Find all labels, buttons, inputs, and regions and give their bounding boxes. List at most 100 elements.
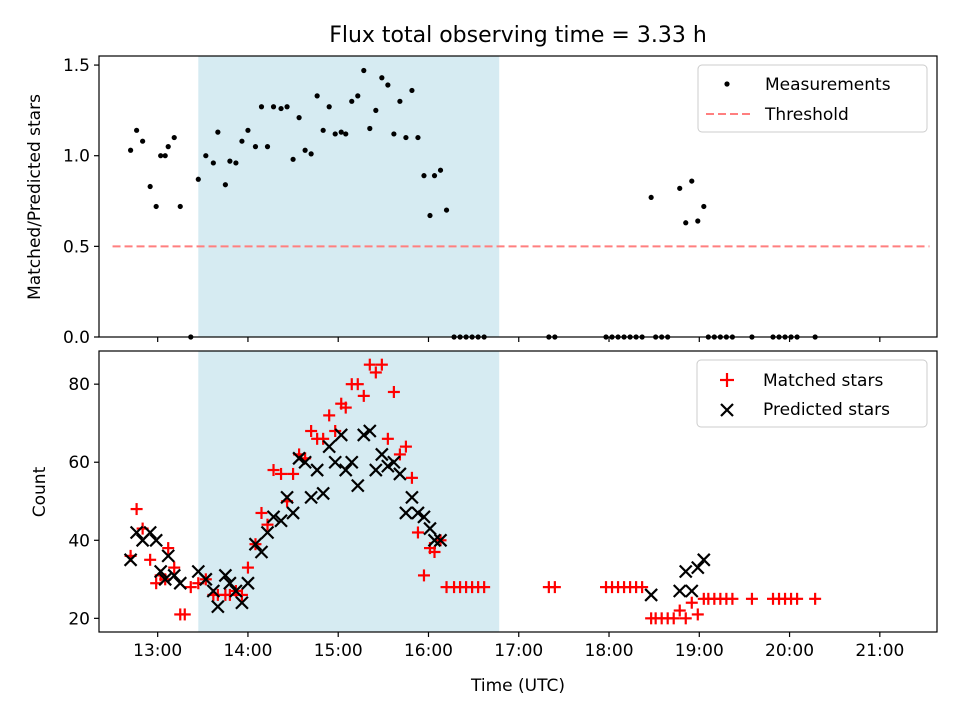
matched-stars-point <box>363 358 376 371</box>
top-y-axis-label: Matched/Predicted stars <box>25 94 45 300</box>
matched-stars-point <box>184 581 197 594</box>
measurements-point <box>349 98 355 104</box>
predicted-stars-point <box>427 533 442 548</box>
measurements-point <box>385 82 391 88</box>
matched-stars-point <box>478 581 491 594</box>
measurements-point <box>409 87 415 94</box>
matched-stars-point <box>255 506 268 519</box>
measurements-point <box>210 160 216 166</box>
predicted-stars-point <box>393 467 407 481</box>
measurements-point <box>355 93 361 99</box>
measurements-point <box>233 160 239 166</box>
predicted-stars-point <box>304 490 318 505</box>
bottom-plot-marks <box>123 358 822 625</box>
top-legend: Measurements Threshold <box>697 64 928 133</box>
measurements-point <box>302 147 308 153</box>
matched-stars-point <box>168 561 181 574</box>
matched-stars-point <box>381 432 394 445</box>
measurements-point <box>140 138 146 144</box>
y-tick-label: 60 <box>68 453 90 473</box>
predicted-stars-point <box>266 510 281 524</box>
x-tick-label: 15:00 <box>314 641 363 661</box>
measurements-point <box>695 218 701 224</box>
predicted-stars-point <box>161 549 175 563</box>
matched-stars-point <box>351 378 364 391</box>
measurements-point <box>215 129 221 135</box>
predicted-stars-point <box>375 447 389 462</box>
measurements-point <box>415 134 421 141</box>
matched-stars-point <box>405 471 418 484</box>
shaded-span <box>198 56 500 337</box>
measurements-point <box>222 182 228 188</box>
matched-stars-point <box>791 592 804 605</box>
measurements-point <box>290 156 296 162</box>
matched-stars-point <box>387 385 400 398</box>
measurements-point <box>332 131 338 137</box>
measurements-point <box>677 185 683 191</box>
predicted-stars-point <box>129 525 144 540</box>
measurements-point <box>403 134 409 141</box>
predicted-stars-point <box>381 459 395 473</box>
measurements-point <box>158 153 164 159</box>
measurements-point <box>343 131 349 137</box>
measurements-point <box>227 158 233 164</box>
measurements-point <box>648 194 654 201</box>
measurements-point <box>326 104 332 110</box>
predicted-stars-legend-label: Predicted stars <box>763 400 890 420</box>
matched-stars-point <box>178 608 191 621</box>
matched-stars-point <box>144 553 157 566</box>
matched-stars-point <box>305 425 318 438</box>
predicted-stars-point <box>334 428 349 442</box>
matched-stars-point <box>667 612 680 625</box>
matched-stars-point <box>809 592 822 605</box>
predicted-stars-point <box>292 451 306 466</box>
measurements-point <box>431 173 438 179</box>
predicted-stars-point <box>149 533 163 548</box>
matched-stars-point <box>323 409 336 422</box>
matched-stars-point <box>428 545 441 558</box>
measurements-point <box>373 107 379 113</box>
chart-title: Flux total observing time = 3.33 h <box>329 23 707 48</box>
matched-stars-legend-label: Matched stars <box>763 371 883 391</box>
predicted-stars-point <box>260 525 275 540</box>
matched-stars-point <box>636 581 649 594</box>
measurements-point <box>264 144 271 150</box>
matched-stars-point <box>130 503 143 516</box>
y-tick-label: 1.0 <box>63 147 90 167</box>
matched-stars-point <box>673 604 686 617</box>
predicted-stars-point <box>254 545 269 559</box>
matched-stars-legend-marker <box>720 373 734 387</box>
predicted-stars-point <box>399 506 413 520</box>
matched-stars-point <box>339 401 352 414</box>
matched-stars-point <box>548 581 561 594</box>
predicted-stars-point <box>248 537 263 551</box>
measurements-legend-marker <box>724 81 730 87</box>
x-tick-label: 17:00 <box>494 641 543 661</box>
matched-stars-point <box>162 542 175 555</box>
predicted-stars-point <box>206 584 221 598</box>
x-tick-label: 14:00 <box>223 641 272 661</box>
top-y-ticks: 0.0 0.5 1.0 1.5 <box>63 56 99 348</box>
predicted-stars-point <box>153 564 168 579</box>
measurements-point <box>397 98 403 104</box>
measurements-point <box>258 104 265 110</box>
matched-stars-point <box>267 464 280 477</box>
x-tick-label: 19:00 <box>675 641 724 661</box>
bottom-legend: Matched stars Predicted stars <box>696 359 928 428</box>
predicted-stars-point <box>123 553 138 567</box>
matched-stars-point <box>375 358 388 371</box>
measurements-point <box>162 153 168 159</box>
matched-stars-point <box>329 425 342 438</box>
measurements-point <box>361 67 367 74</box>
measurements-point <box>379 75 385 81</box>
predicted-stars-point <box>338 463 353 477</box>
predicted-stars-point <box>322 439 336 454</box>
predicted-stars-point <box>316 486 330 501</box>
predicted-stars-point <box>229 584 243 598</box>
measurements-point <box>427 212 433 219</box>
predicted-stars-point <box>369 463 383 477</box>
bottom-y-axis-label: Count <box>30 466 50 517</box>
measurements-point <box>278 105 284 112</box>
